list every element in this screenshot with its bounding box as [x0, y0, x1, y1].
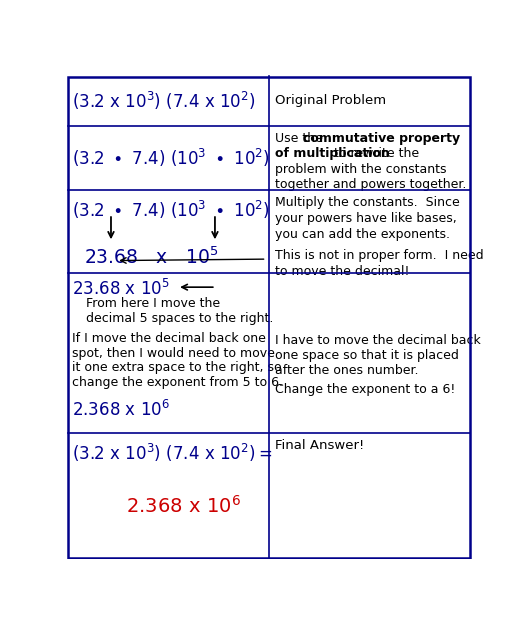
Text: it one extra space to the right, so: it one extra space to the right, so: [72, 361, 281, 374]
Text: Final Answer!: Final Answer!: [276, 439, 365, 452]
Text: This is not in proper form.  I need: This is not in proper form. I need: [276, 249, 484, 262]
Text: $23.68\ \ \ \mathrm{x}\ \ \ 10^5$: $23.68\ \ \ \mathrm{x}\ \ \ 10^5$: [84, 246, 219, 268]
Text: $(3.2\ \bullet\ 7.4)\ (10^3\ \bullet\ 10^2)$: $(3.2\ \bullet\ 7.4)\ (10^3\ \bullet\ 10…: [72, 198, 269, 221]
Text: Multiply the constants.  Since: Multiply the constants. Since: [276, 196, 460, 209]
Text: Change the exponent to a 6!: Change the exponent to a 6!: [276, 383, 456, 396]
Text: after the ones number.: after the ones number.: [276, 364, 419, 377]
Text: $(3.2\ \mathrm{x}\ 10^3)\ (7.4\ \mathrm{x}\ 10^2)$: $(3.2\ \mathrm{x}\ 10^3)\ (7.4\ \mathrm{…: [72, 90, 255, 112]
Text: I have to move the decimal back: I have to move the decimal back: [276, 333, 481, 347]
Text: $2.368\ \mathrm{x}\ 10^6$: $2.368\ \mathrm{x}\ 10^6$: [126, 495, 241, 517]
Text: your powers have like bases,: your powers have like bases,: [276, 212, 457, 225]
Text: From here I move the: From here I move the: [86, 297, 220, 310]
Text: $2.368\ \mathrm{x}\ 10^6$: $2.368\ \mathrm{x}\ 10^6$: [72, 400, 170, 420]
Text: Original Problem: Original Problem: [276, 94, 387, 107]
Text: $(3.2\ \mathrm{x}\ 10^3)\ (7.4\ \mathrm{x}\ 10^2) =$: $(3.2\ \mathrm{x}\ 10^3)\ (7.4\ \mathrm{…: [72, 441, 272, 463]
Text: commutative property: commutative property: [303, 132, 460, 145]
Text: $23.68\ \mathrm{x}\ 10^5$: $23.68\ \mathrm{x}\ 10^5$: [72, 278, 169, 298]
Text: Use the: Use the: [276, 132, 328, 145]
Text: $(3.2\ \bullet\ 7.4)\ (10^3\ \bullet\ 10^2)$: $(3.2\ \bullet\ 7.4)\ (10^3\ \bullet\ 10…: [72, 147, 269, 170]
Text: to rewrite the: to rewrite the: [330, 148, 419, 160]
Text: of multiplication: of multiplication: [276, 148, 390, 160]
Text: you can add the exponents.: you can add the exponents.: [276, 228, 451, 241]
Text: If I move the decimal back one: If I move the decimal back one: [72, 332, 266, 345]
Text: decimal 5 spaces to the right.: decimal 5 spaces to the right.: [86, 312, 273, 325]
Text: one space so that it is placed: one space so that it is placed: [276, 349, 460, 362]
Text: change the exponent from 5 to 6.: change the exponent from 5 to 6.: [72, 376, 282, 389]
Text: together and powers together.: together and powers together.: [276, 178, 467, 192]
Text: problem with the constants: problem with the constants: [276, 163, 447, 176]
Text: spot, then I would need to move: spot, then I would need to move: [72, 347, 275, 360]
Text: to move the decimal!: to move the decimal!: [276, 265, 410, 278]
